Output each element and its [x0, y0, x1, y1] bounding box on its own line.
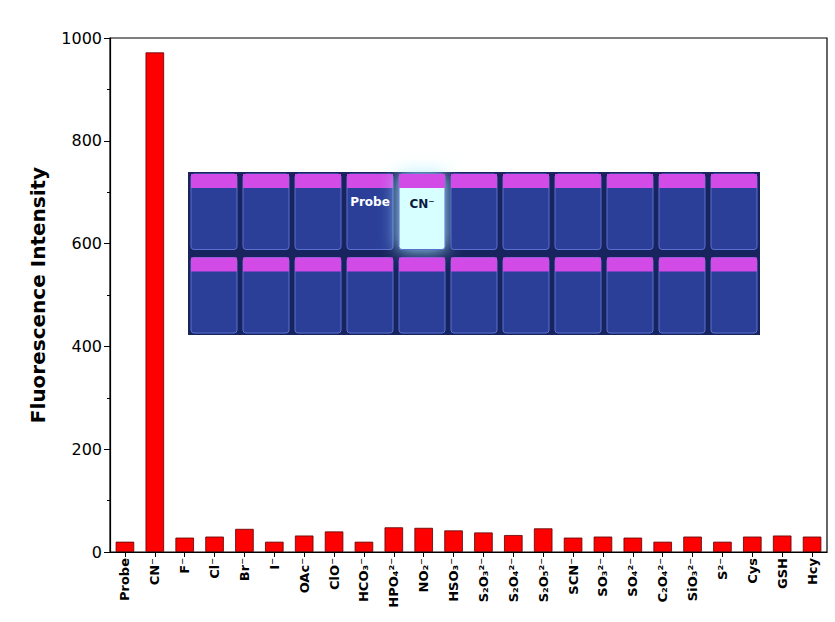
svg-text:F⁻: F⁻ [177, 558, 192, 574]
svg-text:I⁻: I⁻ [267, 558, 282, 570]
svg-text:Br⁻: Br⁻ [237, 558, 252, 581]
svg-text:GSH: GSH [775, 558, 790, 589]
svg-text:OAc⁻: OAc⁻ [297, 558, 312, 593]
svg-text:HCO₃⁻: HCO₃⁻ [356, 558, 371, 602]
svg-text:Probe: Probe [117, 558, 132, 601]
svg-text:Hcy: Hcy [805, 557, 820, 585]
svg-text:SO₄²⁻: SO₄²⁻ [625, 558, 640, 597]
svg-text:CN⁻: CN⁻ [147, 558, 162, 585]
svg-text:SCN⁻: SCN⁻ [566, 558, 581, 595]
svg-text:HSO₃⁻: HSO₃⁻ [446, 558, 461, 602]
svg-text:600: 600 [71, 234, 102, 253]
svg-text:NO₂⁻: NO₂⁻ [416, 558, 431, 593]
svg-text:SiO₃²⁻: SiO₃²⁻ [685, 558, 700, 601]
svg-text:Probe: Probe [350, 195, 390, 209]
svg-text:C₂O₄²⁻: C₂O₄²⁻ [655, 558, 670, 603]
svg-text:Cl⁻: Cl⁻ [207, 558, 222, 579]
svg-text:0: 0 [92, 543, 102, 562]
svg-text:S₂O₅²⁻: S₂O₅²⁻ [536, 558, 551, 602]
svg-text:S²⁻: S²⁻ [715, 558, 730, 580]
svg-text:400: 400 [71, 337, 102, 356]
svg-text:ClO⁻: ClO⁻ [327, 558, 342, 590]
svg-text:S₂O₃²⁻: S₂O₃²⁻ [476, 558, 491, 602]
svg-text:Fluorescence Intensity: Fluorescence Intensity [26, 167, 50, 423]
svg-text:CN⁻: CN⁻ [409, 197, 434, 211]
svg-text:1000: 1000 [61, 29, 102, 48]
svg-text:S₂O₄²⁻: S₂O₄²⁻ [506, 558, 521, 602]
svg-text:SO₃²⁻: SO₃²⁻ [595, 558, 610, 597]
svg-text:800: 800 [71, 131, 102, 150]
svg-text:200: 200 [71, 440, 102, 459]
svg-text:Cys: Cys [745, 558, 760, 584]
svg-text:HPO₄²⁻: HPO₄²⁻ [386, 558, 401, 608]
